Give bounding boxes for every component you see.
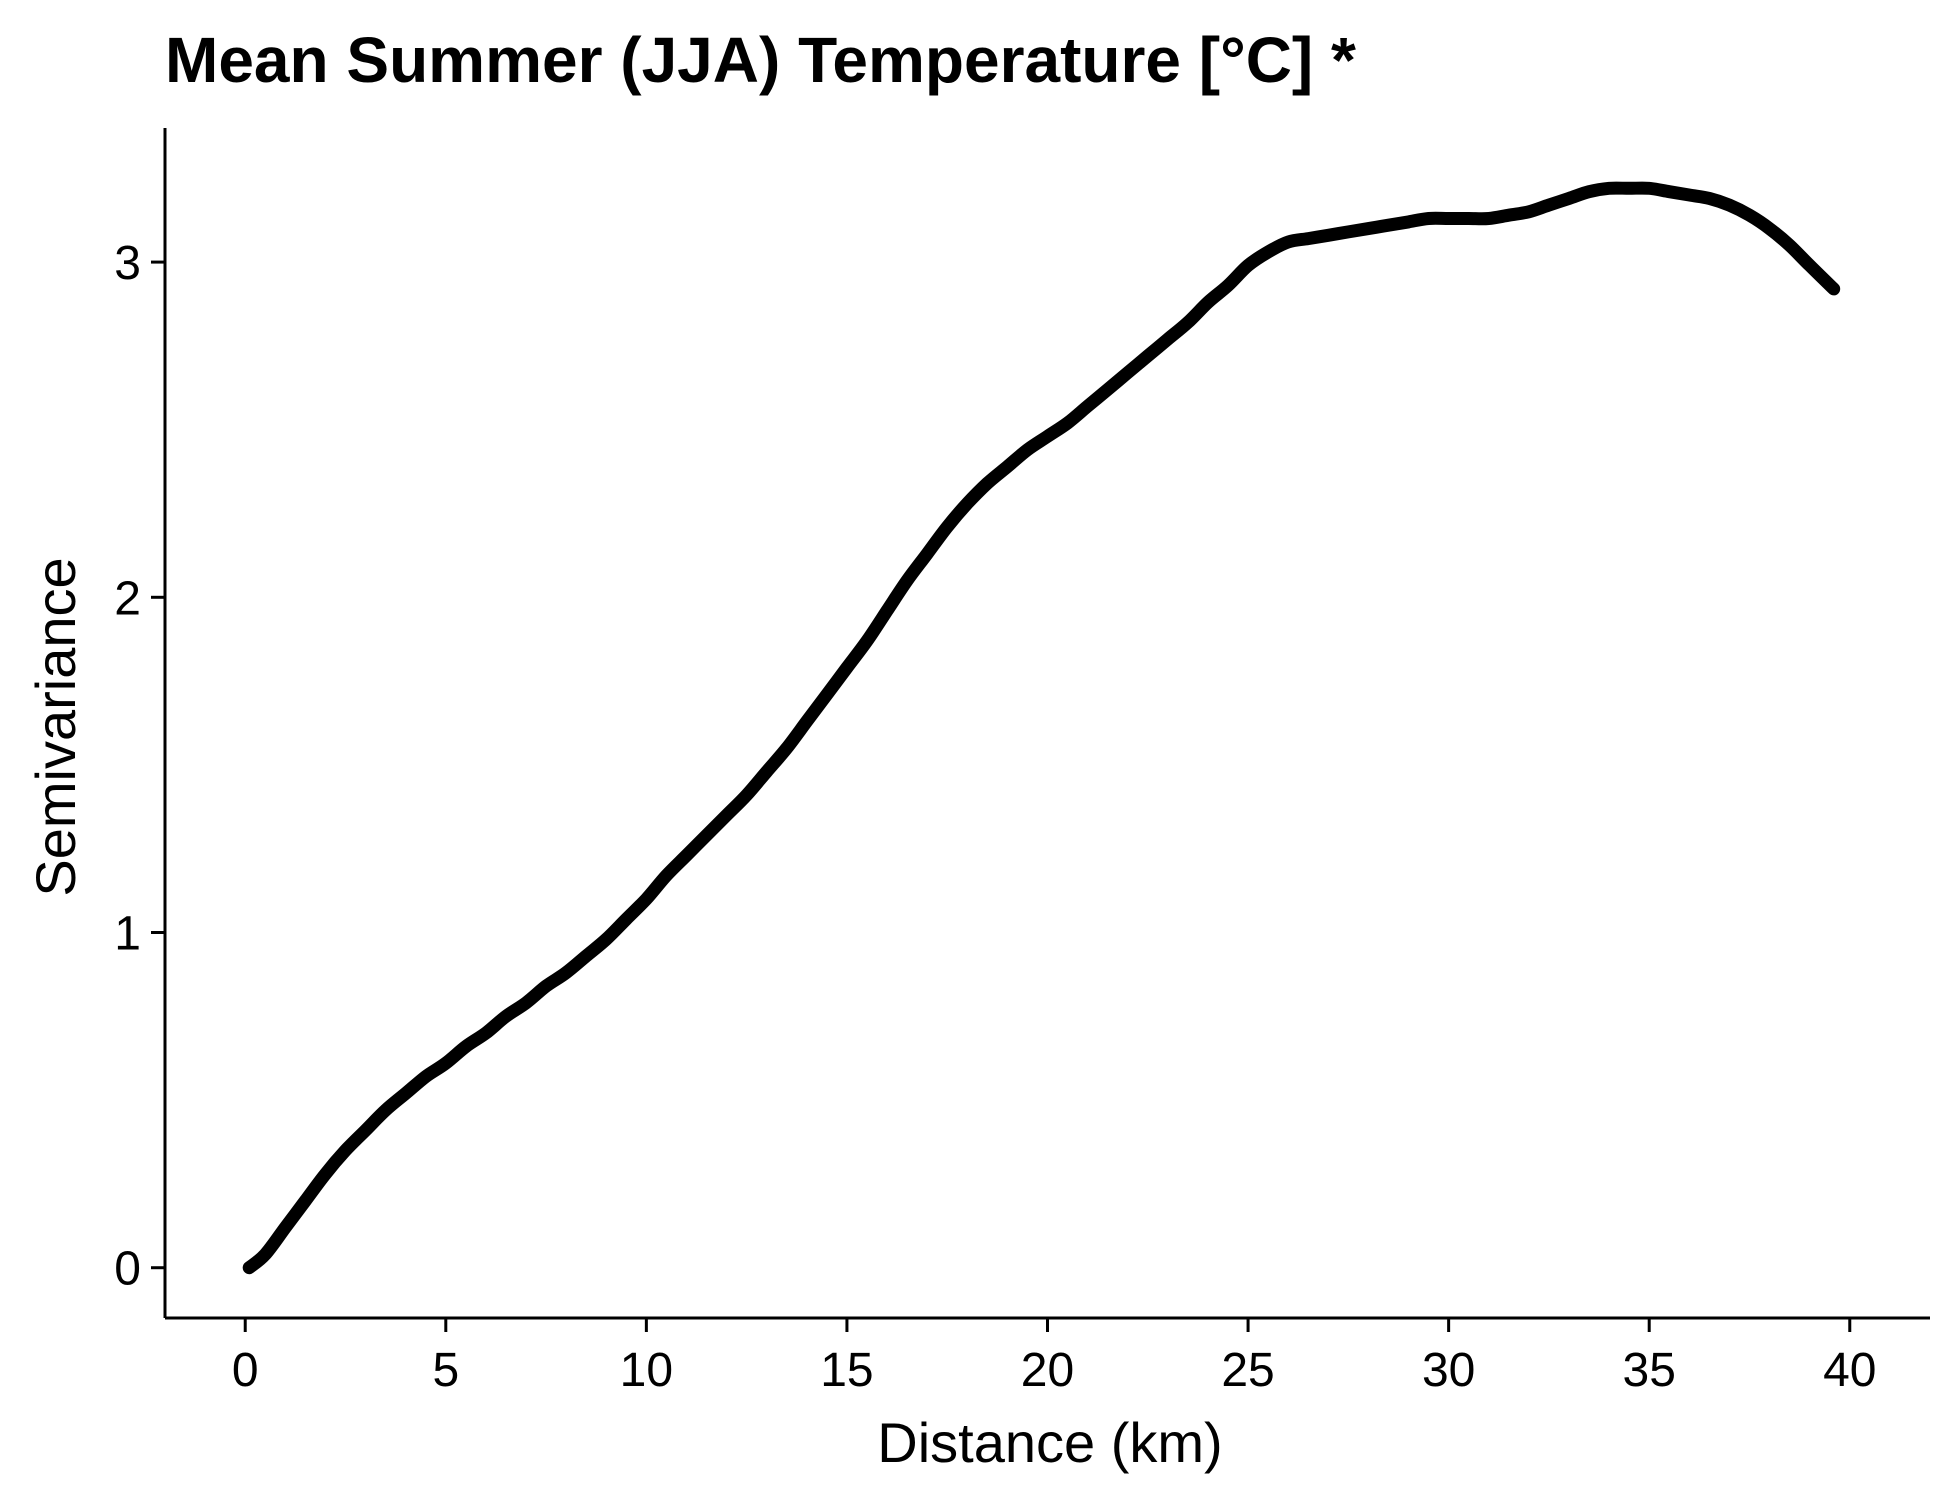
x-tick-label: 0	[232, 1344, 259, 1397]
series-group	[242, 181, 1841, 1275]
y-axis-title: Semivariance	[24, 557, 87, 896]
x-tick-label: 5	[432, 1344, 459, 1397]
x-tick-label: 30	[1422, 1344, 1475, 1397]
plot-area: 0 5 10 15 20 25 30 35 40 0 1 2 3	[114, 128, 1930, 1397]
x-tick-label: 10	[620, 1344, 673, 1397]
y-tick-label: 3	[114, 237, 141, 290]
x-tick-label: 40	[1823, 1344, 1876, 1397]
x-tick-label: 20	[1021, 1344, 1074, 1397]
x-axis-ticks: 0 5 10 15 20 25 30 35 40	[232, 1318, 1876, 1397]
x-tick-label: 15	[820, 1344, 873, 1397]
chart-title: Mean Summer (JJA) Temperature [°C] *	[165, 24, 1356, 96]
y-axis-ticks: 0 1 2 3	[114, 237, 165, 1296]
semivariance-line	[242, 181, 1841, 1275]
y-tick-label: 0	[114, 1243, 141, 1296]
x-axis-title: Distance (km)	[877, 1411, 1222, 1474]
y-tick-label: 2	[114, 572, 141, 625]
x-tick-label: 35	[1623, 1344, 1676, 1397]
y-tick-label: 1	[114, 908, 141, 961]
x-tick-label: 25	[1221, 1344, 1274, 1397]
